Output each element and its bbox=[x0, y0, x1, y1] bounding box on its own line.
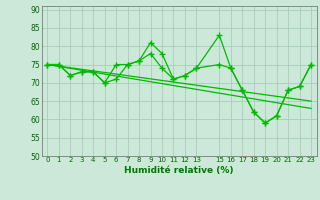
X-axis label: Humidité relative (%): Humidité relative (%) bbox=[124, 166, 234, 175]
